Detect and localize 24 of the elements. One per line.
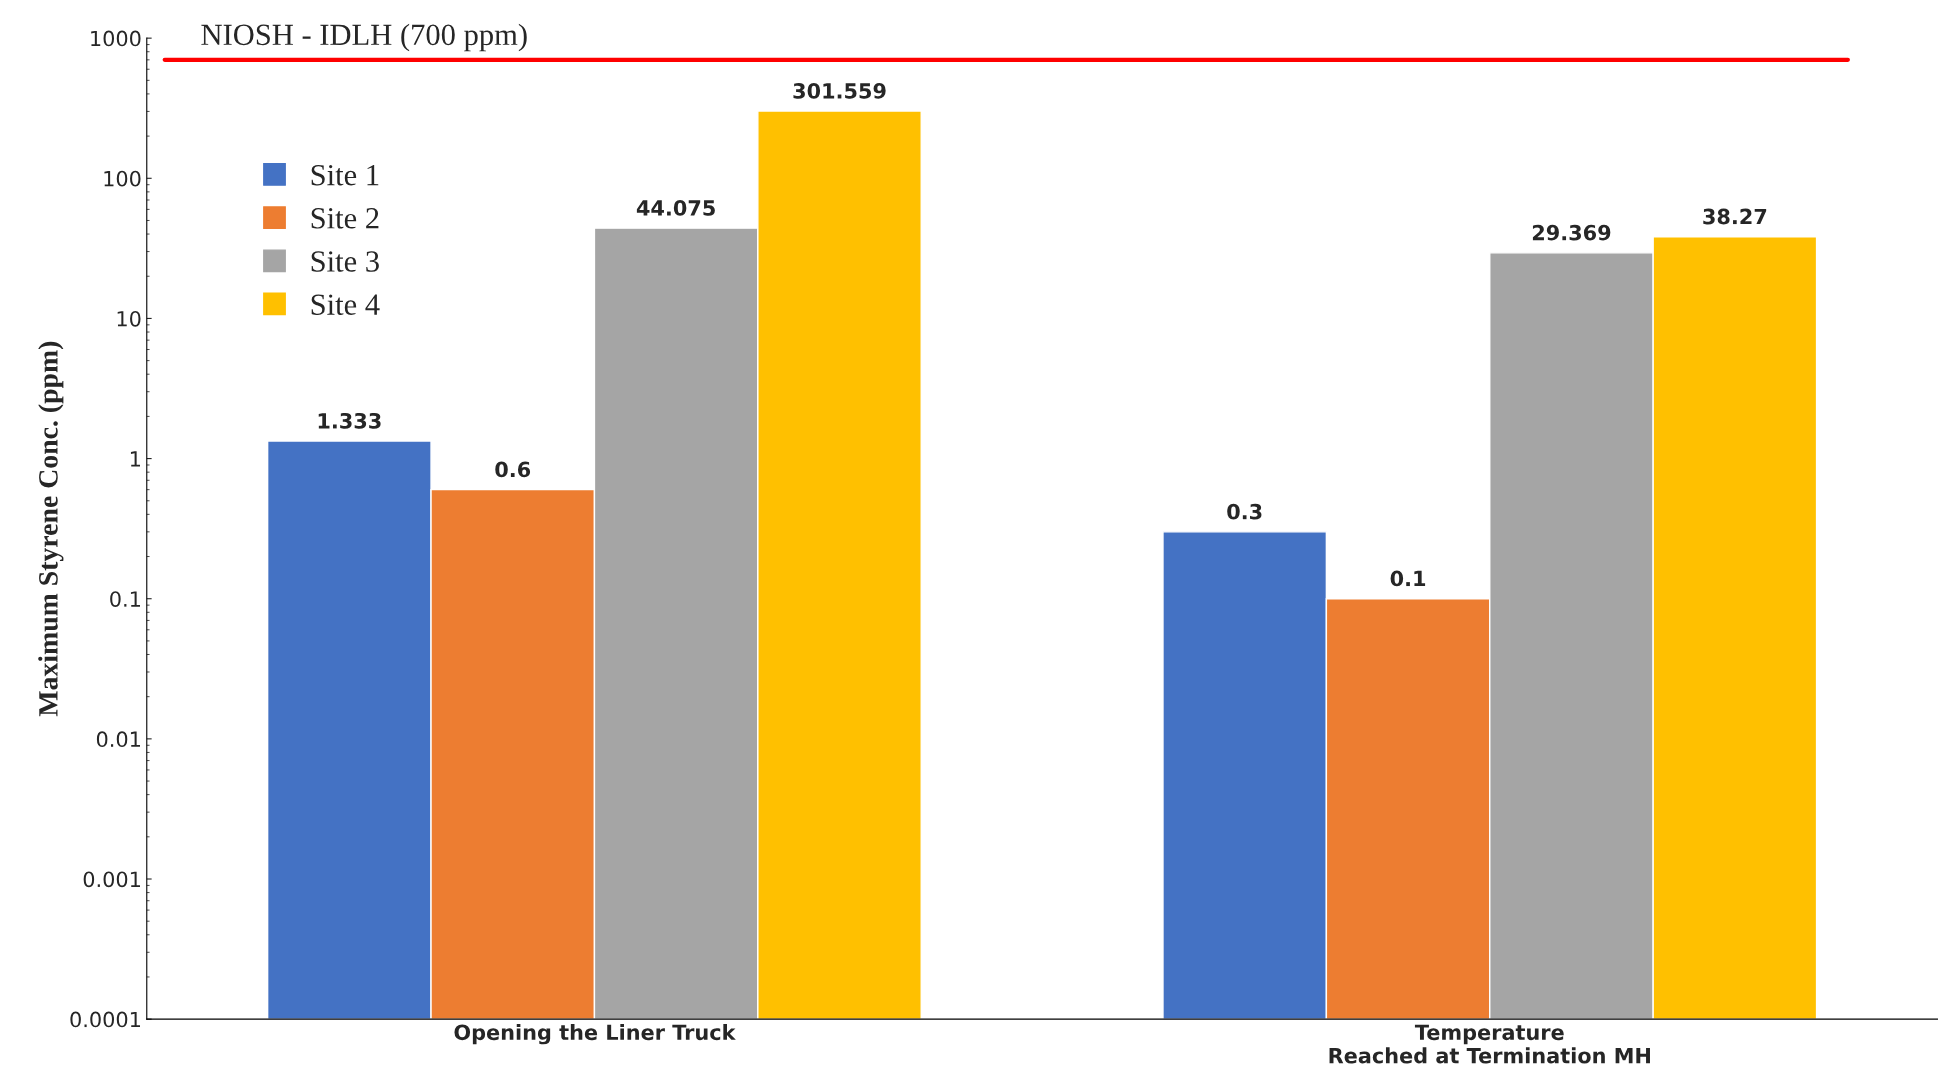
- ref-line-label: NIOSH - IDLH (700 ppm): [201, 23, 527, 52]
- data-label: 44.075: [636, 200, 715, 216]
- legend-label: Site 3: [311, 251, 379, 272]
- data-label: 38.27: [1703, 208, 1767, 225]
- x-tick-label: Opening the Liner Truck: [454, 1024, 736, 1045]
- y-tick-label: 0.1: [110, 591, 140, 607]
- y-axis-title: Maximum Styrene Conc. (ppm): [38, 341, 64, 717]
- data-label: 0.6: [495, 461, 531, 478]
- data-label: 0.3: [1227, 503, 1262, 520]
- y-tick-label: 1000: [91, 30, 141, 47]
- legend-label: Site 2: [311, 208, 379, 229]
- data-label: 0.1: [1390, 570, 1426, 587]
- y-tick-label: 0.0001: [70, 1011, 140, 1028]
- y-tick-label: 1: [130, 451, 140, 467]
- data-label: 29.369: [1532, 224, 1611, 241]
- data-label: 1.333: [318, 412, 381, 429]
- y-tick-label: 10: [117, 310, 141, 327]
- x-tick-label: Temperature Reached at Termination MH: [1329, 1024, 1650, 1064]
- legend-label: Site 1: [311, 164, 379, 186]
- data-label: 301.559: [793, 82, 886, 99]
- legend-label: Site 4: [311, 294, 380, 315]
- y-tick-label: 0.01: [96, 731, 140, 748]
- y-tick-label: 100: [104, 170, 141, 187]
- y-tick-label: 0.001: [83, 871, 140, 888]
